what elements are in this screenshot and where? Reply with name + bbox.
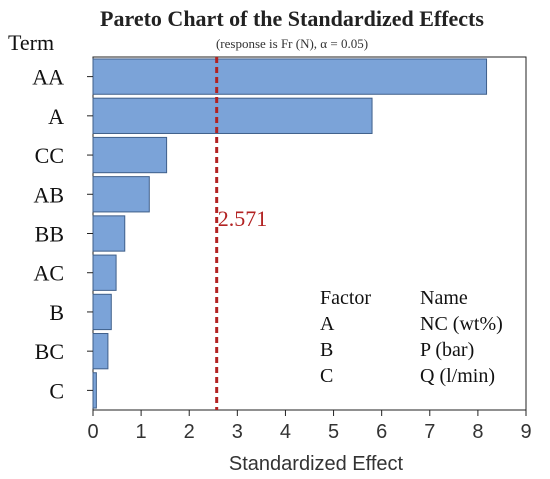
bar-bb <box>92 215 126 252</box>
legend-name-a: NC (wt%) <box>420 313 503 335</box>
bar-ac <box>92 254 117 291</box>
y-axis-label: Term <box>8 30 54 55</box>
x-ticks: 0 1 2 3 4 5 6 7 8 9 <box>87 410 532 443</box>
reference-line-label: 2.571 <box>218 206 268 231</box>
bar-b <box>92 293 112 331</box>
factor-legend: Factor Name A NC (wt%) B P (bar) C Q (l/… <box>320 287 503 387</box>
x-tick-label-5: 5 <box>328 421 339 443</box>
bar-bc <box>92 333 109 370</box>
x-tick-label-8: 8 <box>472 421 483 443</box>
bar-ab <box>92 176 150 213</box>
y-tick-label-cc: CC <box>35 143 64 168</box>
legend-header-name: Name <box>420 287 468 309</box>
x-tick-label-1: 1 <box>136 421 147 443</box>
bar-a <box>92 97 373 134</box>
bar-c <box>92 372 97 409</box>
y-tick-label-b: B <box>49 300 64 325</box>
y-tick-label-bb: BB <box>35 222 64 247</box>
chart-title: Pareto Chart of the Standardized Effects <box>100 6 484 31</box>
y-tick-label-bc: BC <box>35 339 64 364</box>
y-tick-label-ac: AC <box>33 261 64 286</box>
chart-subtitle: (response is Fr (N), α = 0.05) <box>216 36 368 51</box>
x-tick-label-0: 0 <box>87 421 98 443</box>
bar-cc <box>92 136 168 174</box>
legend-factor-c: C <box>320 365 333 387</box>
y-tick-label-ab: AB <box>33 182 64 207</box>
x-tick-label-4: 4 <box>280 421 291 443</box>
y-tick-label-a: A <box>48 104 64 129</box>
legend-name-b: P (bar) <box>420 339 474 361</box>
bar-aa <box>92 58 488 95</box>
x-tick-label-7: 7 <box>424 421 435 443</box>
legend-header-factor: Factor <box>320 287 371 309</box>
x-axis-label: Standardized Effect <box>229 453 404 475</box>
x-tick-label-6: 6 <box>376 421 387 443</box>
legend-factor-a: A <box>320 313 335 335</box>
y-tick-label-c: C <box>49 378 64 403</box>
bars-group <box>92 58 488 409</box>
y-tick-label-aa: AA <box>32 65 64 90</box>
x-tick-label-9: 9 <box>520 421 531 443</box>
x-tick-label-3: 3 <box>232 421 243 443</box>
legend-factor-b: B <box>320 339 333 361</box>
x-tick-label-2: 2 <box>184 421 195 443</box>
legend-name-c: Q (l/min) <box>420 365 495 387</box>
